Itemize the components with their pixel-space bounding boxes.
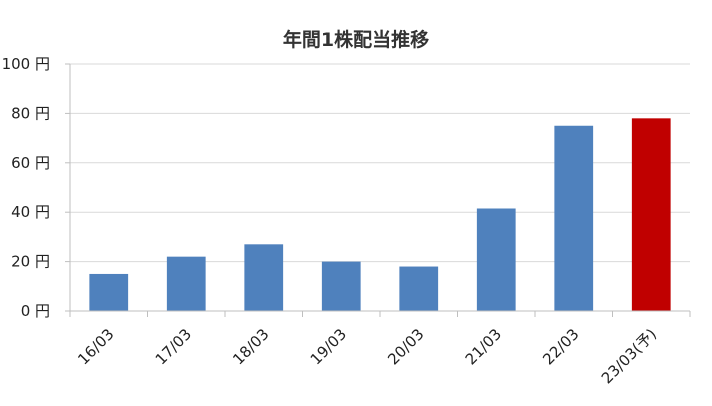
y-tick-label: 0 円 bbox=[21, 302, 50, 320]
bar-22-03 bbox=[554, 125, 594, 311]
axes bbox=[65, 63, 691, 317]
x-tick-label: 19/03 bbox=[307, 325, 350, 368]
x-tick-label: 20/03 bbox=[384, 325, 427, 368]
y-tick-labels: 0 円 20 円 40 円 60 円 80 円 100 円 bbox=[2, 55, 50, 320]
x-tick-label: 17/03 bbox=[152, 325, 195, 368]
y-tick-label: 60 円 bbox=[11, 154, 50, 172]
bars bbox=[89, 118, 671, 311]
bar-19-03 bbox=[321, 261, 361, 311]
chart-title: 年間1株配当推移 bbox=[283, 28, 429, 51]
bar-23-03--- bbox=[631, 118, 671, 311]
x-tick-label: 16/03 bbox=[74, 325, 117, 368]
bar-18-03 bbox=[244, 244, 284, 311]
x-tick-label: 22/03 bbox=[539, 325, 582, 368]
bar-16-03 bbox=[89, 273, 129, 311]
bar-20-03 bbox=[399, 266, 439, 311]
y-tick-label: 20 円 bbox=[11, 253, 50, 271]
x-tick-label: 18/03 bbox=[229, 325, 272, 368]
x-tick-labels: 16/03 17/03 18/03 19/03 20/03 21/03 22/03 23/03… bbox=[74, 325, 660, 387]
y-tick-label: 80 円 bbox=[11, 104, 50, 122]
y-tick-label: 40 円 bbox=[11, 203, 50, 221]
x-tick-label: 23/03(予) bbox=[598, 325, 660, 387]
bar-17-03 bbox=[166, 256, 206, 311]
gridlines bbox=[70, 63, 690, 263]
x-tick-label: 21/03 bbox=[462, 325, 505, 368]
bar-21-03 bbox=[476, 208, 516, 311]
y-tick-label: 100 円 bbox=[2, 55, 50, 73]
